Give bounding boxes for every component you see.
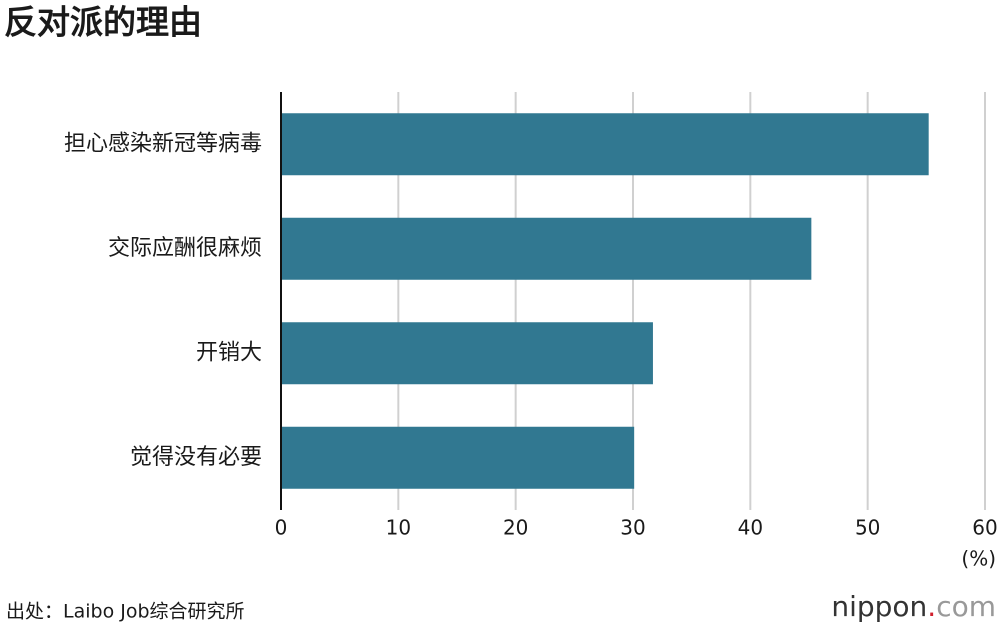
x-tick-label: 0 (275, 516, 288, 540)
chart-title: 反对派的理由 (4, 3, 202, 42)
x-tick-label: 60 (972, 516, 997, 540)
bar (281, 217, 812, 280)
y-tick-label: 担心感染新冠等病毒 (64, 131, 262, 156)
bar (281, 426, 635, 489)
logo-suffix: com (936, 590, 996, 623)
x-tick-label: 20 (503, 516, 528, 540)
y-tick-label: 觉得没有必要 (130, 445, 262, 470)
bar (281, 322, 653, 385)
y-tick-label: 交际应酬很麻烦 (108, 236, 262, 261)
source: 出处：Laibo Job综合研究所 (6, 601, 245, 623)
logo: nippon.com (831, 590, 996, 623)
unit-label: (%) (961, 547, 996, 571)
bar (281, 113, 929, 176)
x-tick-label: 40 (738, 516, 763, 540)
x-tick-label: 30 (620, 516, 645, 540)
x-tick-label: 10 (386, 516, 411, 540)
y-tick-label: 开销大 (196, 340, 262, 365)
x-tick-label: 50 (855, 516, 880, 540)
logo-dot: . (927, 590, 936, 623)
logo-name: nippon (831, 590, 927, 623)
